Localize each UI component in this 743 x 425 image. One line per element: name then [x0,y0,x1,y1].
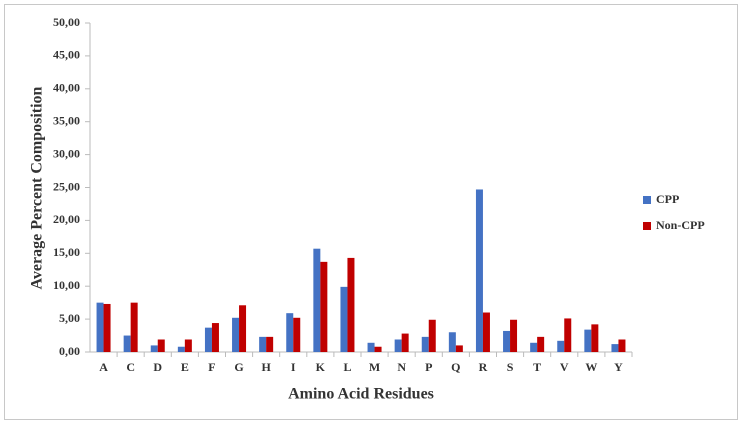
x-tick-label: H [261,360,271,374]
y-tick-label: 25,00 [53,179,80,193]
bar [510,319,518,352]
bar [367,342,375,352]
y-tick-label: 15,00 [53,245,80,259]
x-tick-label: G [234,360,243,374]
x-tick-label: R [479,360,488,374]
y-tick-label: 40,00 [53,81,80,95]
bar [150,345,158,352]
y-axis-title: Average Percent Composition [29,86,46,289]
x-tick-label: M [369,360,380,374]
bar [482,312,490,352]
x-tick-label: E [181,360,189,374]
bar [184,339,192,352]
bar [123,335,131,352]
bar [448,332,456,352]
bar [374,346,382,352]
bar [557,340,565,352]
x-tick-label: P [425,360,432,374]
bar [211,323,219,352]
y-tick-label: 45,00 [53,48,80,62]
bar [537,336,545,352]
x-tick-label: Y [614,360,623,374]
bar [421,336,429,352]
y-tick-label: 0,00 [59,344,80,358]
x-axis-title: Amino Acid Residues [288,386,434,403]
y-tick-label: 20,00 [53,212,80,226]
bar [96,302,104,352]
x-tick-label: V [560,360,569,374]
y-tick-label: 10,00 [53,278,80,292]
bar [313,248,321,352]
bar [503,330,511,352]
bar [591,324,599,352]
bar [584,329,592,352]
y-tick-label: 50,00 [53,15,80,29]
bar [259,336,267,352]
legend-swatch [643,222,651,230]
legend-label: CPP [656,192,679,206]
bar [347,257,355,352]
x-tick-label: F [208,360,215,374]
x-tick-label: Q [451,360,460,374]
legend-label: Non-CPP [656,218,705,232]
bar [564,318,572,352]
bar [475,189,483,352]
y-tick-label: 30,00 [53,146,80,160]
x-tick-label: I [291,360,296,374]
x-tick-label: N [397,360,406,374]
bar [130,302,138,352]
bar [320,261,328,352]
legend-swatch [643,196,651,204]
bar [455,345,463,352]
bar [293,317,301,352]
y-tick-label: 35,00 [53,113,80,127]
bar [428,319,436,352]
bar [618,339,626,352]
x-tick-label: C [126,360,135,374]
bar [530,342,538,352]
bar [239,305,247,352]
bar [157,339,165,352]
bar [103,303,111,352]
bar [286,313,294,352]
x-tick-label: W [585,360,597,374]
x-tick-label: A [99,360,108,374]
chart-frame [4,4,738,420]
bar [232,317,240,352]
y-tick-label: 5,00 [59,311,80,325]
bar [401,333,409,352]
bar [204,327,212,352]
x-tick-label: K [316,360,326,374]
bar [611,344,619,352]
bar [177,346,185,352]
bar [394,339,402,352]
x-tick-label: T [533,360,541,374]
bar [266,336,274,352]
x-tick-label: S [507,360,514,374]
x-tick-label: D [153,360,162,374]
x-tick-label: L [343,360,351,374]
bar [340,286,348,352]
